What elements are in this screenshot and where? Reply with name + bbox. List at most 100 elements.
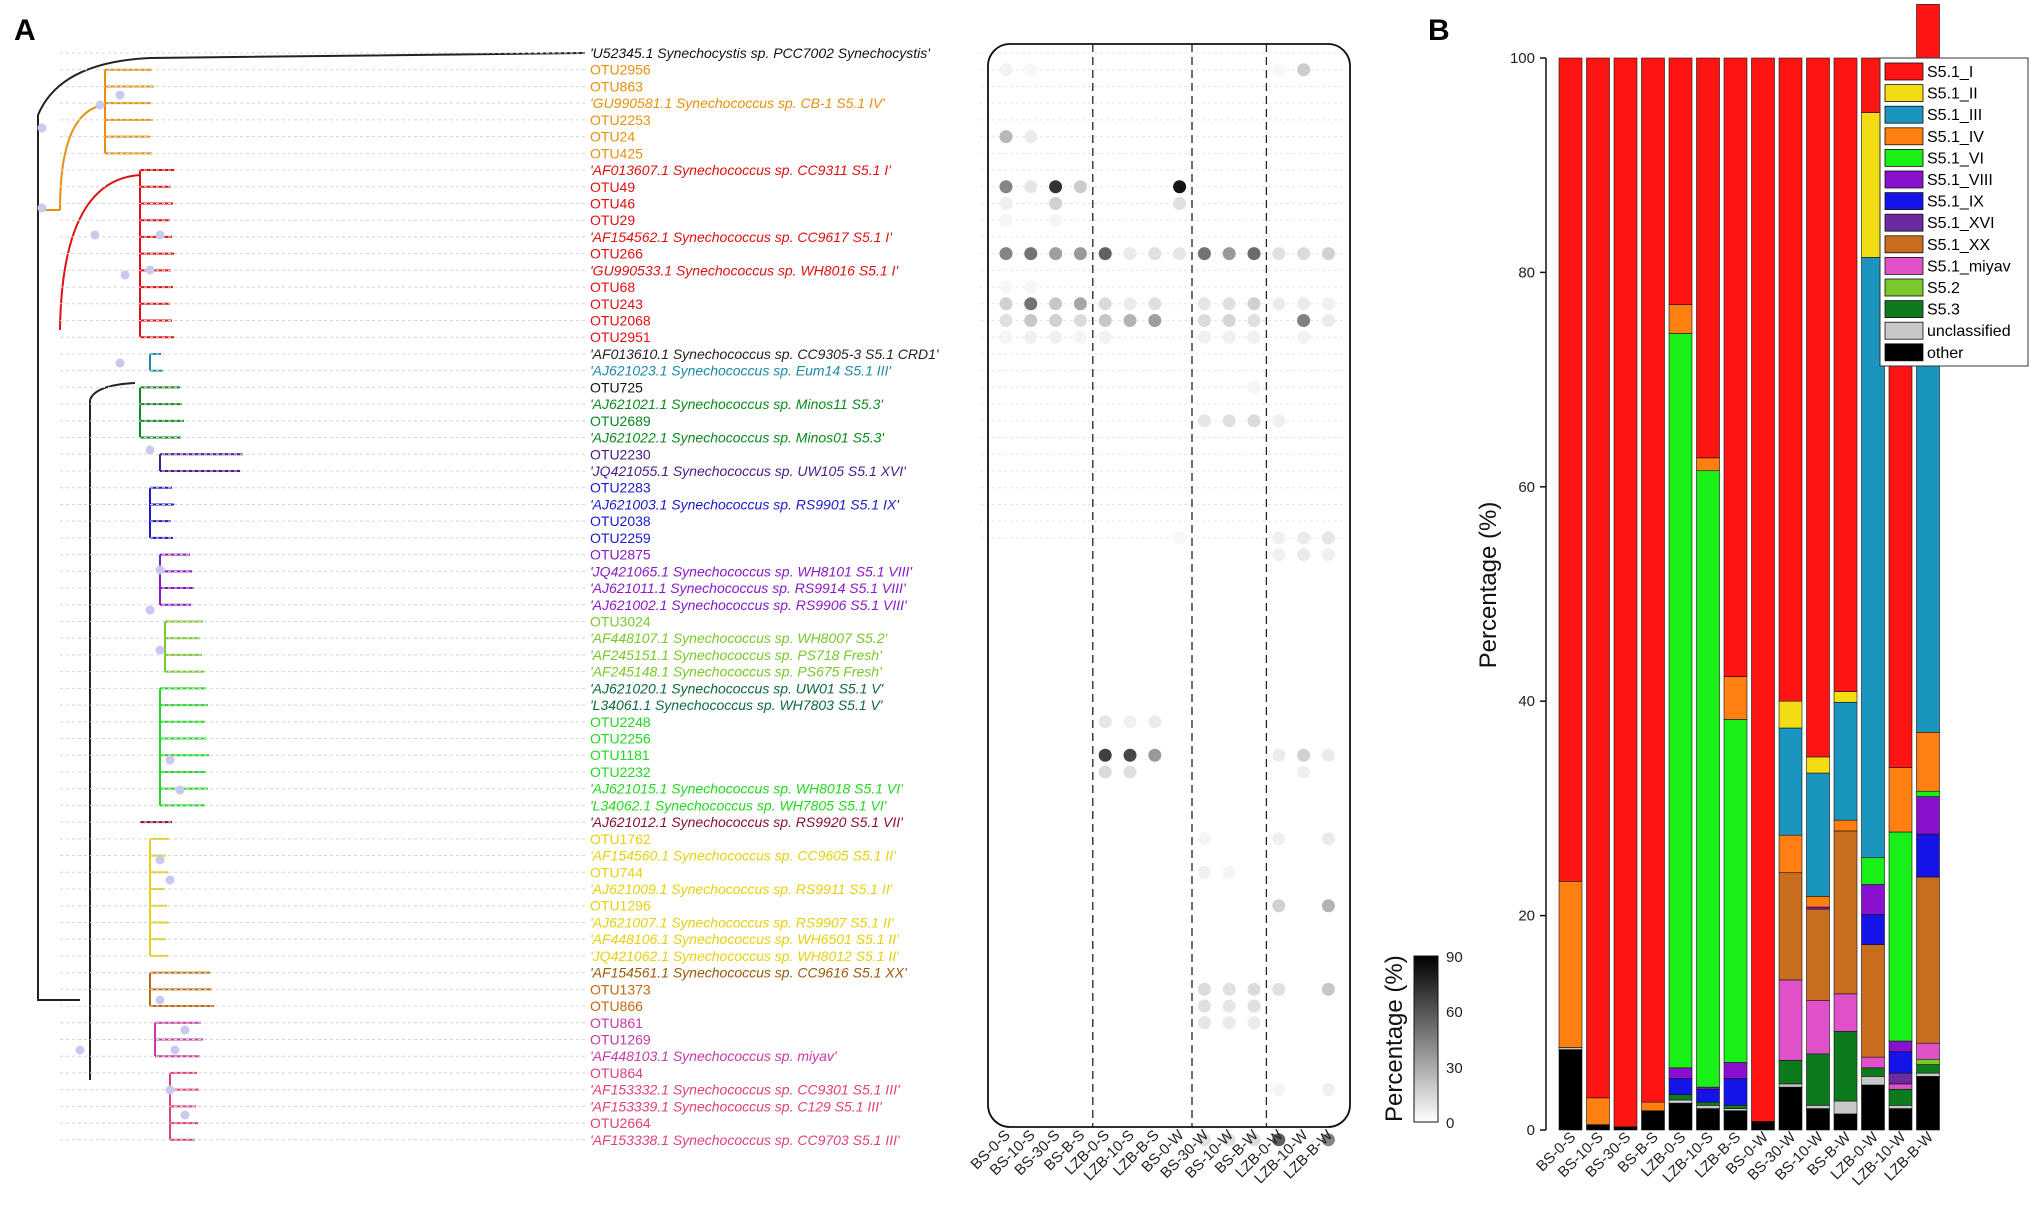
heatmap-cell (999, 314, 1013, 328)
leaf-label: 'AF153338.1 Synechococcus sp. CC9703 S5.… (590, 1132, 901, 1148)
heatmap-cell (1321, 531, 1335, 545)
heatmap-cell (1098, 297, 1112, 311)
bar-segment-S5.1_I (1613, 57, 1638, 1128)
tree-node (95, 100, 105, 110)
bar-segment-S5.1_III (1833, 701, 1858, 821)
heatmap-cell (1272, 832, 1286, 846)
bar-segment-S5.1_miyav (1888, 1083, 1913, 1090)
heatmap-cell (1073, 314, 1087, 328)
heatmap-cell (1222, 314, 1236, 328)
bar-segment-S5.1_IV (1641, 1101, 1665, 1112)
leaf-label: OTU2230 (590, 446, 651, 462)
heatmap-cells (999, 63, 1335, 1147)
bar-segment-other (1723, 1110, 1748, 1131)
leaf-label: OTU68 (590, 279, 635, 295)
heatmap-cell (1297, 765, 1311, 779)
bar-segment-S5.1_IX (1668, 1078, 1693, 1095)
tree-branch (37, 300, 80, 1001)
heatmap-cell (1098, 330, 1112, 344)
bar-segment-S5.1_XX (1833, 830, 1858, 995)
leaf-label: 'JQ421062.1 Synechococcus sp. WH8012 S5.… (590, 948, 900, 964)
bar-segment-S5.3 (1668, 1094, 1693, 1101)
leaf-label: OTU861 (590, 1015, 643, 1031)
heatmap-cell (1321, 247, 1335, 261)
heatmap-legend-title: Percentage (%) (1381, 955, 1408, 1122)
heatmap-cell (1148, 297, 1162, 311)
legend-label-S5.3: S5.3 (1927, 302, 1960, 319)
heatmap-cell (1173, 247, 1187, 261)
bar-segment-other (1806, 1108, 1830, 1131)
heatmap-legend-tick-60: 60 (1446, 1004, 1463, 1021)
bar-segment-S5.1_III (1778, 727, 1803, 836)
heatmap-cell (1123, 748, 1137, 762)
heatmap-cell (1297, 548, 1311, 562)
heatmap-cell (1197, 414, 1211, 428)
bar-segment-S5.3 (1696, 1101, 1720, 1106)
bar-segment-S5.1_XX (1916, 876, 1940, 1044)
bar-y-tick-label: 60 (1518, 479, 1535, 496)
leaf-label: OTU24 (590, 129, 635, 145)
legend-swatch-S5.2 (1884, 278, 1924, 297)
stacked-bar-chart: Percentage (%) 0 20 40 60 80 100 BS-0-SBS-10-… (1475, 4, 2029, 1189)
bar-segment-S5.1_miyav (1916, 1042, 1940, 1060)
heatmap-cell (1049, 297, 1063, 311)
leaf-label: OTU2068 (590, 313, 651, 329)
leaf-label: 'AJ621022.1 Synechococcus sp. Minos01 S5… (590, 430, 885, 446)
legend-label-S5.1_III: S5.1_III (1927, 107, 1982, 124)
bar-y-tick-label: 20 (1518, 908, 1535, 925)
leaf-label: OTU744 (590, 864, 643, 880)
heatmap-cell (1024, 330, 1038, 344)
heatmap-cell (1098, 765, 1112, 779)
leaf-label: OTU2283 (590, 480, 651, 496)
leaf-label: 'AJ621020.1 Synechococcus sp. UW01 S5.1 … (590, 680, 885, 696)
bar-segment-S5.1_VI (1888, 831, 1913, 1042)
legend-swatch-S5.1_IV (1884, 127, 1924, 146)
leaf-label: 'AJ621015.1 Synechococcus sp. WH8018 S5.… (590, 781, 904, 797)
tree-node (115, 358, 125, 368)
bar-segment-S5.1_II (1778, 700, 1803, 729)
heatmap-cell (1197, 314, 1211, 328)
bar-segment-S5.1_VIII (1861, 884, 1885, 915)
bar-segment-unclassified (1806, 1105, 1830, 1109)
legend-label-S5.1_miyav: S5.1_miyav (1927, 258, 2011, 275)
tree-node (75, 1045, 85, 1055)
heatmap-cell (1148, 247, 1162, 261)
heatmap-cell (1247, 380, 1261, 394)
heatmap-cell (1173, 180, 1187, 194)
leaf-label: OTU2038 (590, 513, 651, 529)
bar-segment-S5.3 (1888, 1088, 1913, 1106)
legend-swatch-S5.1_VIII (1884, 170, 1924, 189)
heatmap-cell (1247, 330, 1261, 344)
bar-legend: S5.1_I S5.1_II S5.1_III S5.1_IV S5.1_VI S5.1_… (1879, 57, 2029, 367)
bar-segment-S5.3 (1723, 1105, 1748, 1109)
leaf-label: OTU864 (590, 1065, 643, 1081)
heatmap-cell (999, 196, 1013, 210)
tree-branch (59, 104, 106, 211)
legend-label-S5.1_I: S5.1_I (1927, 64, 1973, 81)
leaf-label: OTU1269 (590, 1031, 651, 1047)
tree-node (180, 1025, 190, 1035)
heatmap-cell (999, 63, 1013, 77)
heatmap-cell (1321, 314, 1335, 328)
tree-node (120, 270, 130, 280)
heatmap-cell (1024, 180, 1038, 194)
bar-y-tick-label: 80 (1518, 264, 1535, 281)
legend-label-other: other (1927, 345, 1964, 362)
legend-swatch-S5.1_IX (1884, 192, 1924, 211)
bar-segment-S5.1_I (1778, 57, 1803, 702)
heatmap-legend-tick-0: 0 (1446, 1115, 1454, 1132)
tree-node (37, 123, 47, 133)
tree-node (145, 445, 155, 455)
legend-label-S5.2: S5.2 (1927, 280, 1960, 297)
leaf-label: 'AF448103.1 Synechococcus sp. miyav' (590, 1048, 838, 1064)
leaf-label: OTU2951 (590, 329, 651, 345)
bar-segment-other (1916, 1076, 1940, 1131)
heatmap-cell (1049, 330, 1063, 344)
heatmap-cell (1222, 330, 1236, 344)
bar-segment-S5.1_VI (1723, 719, 1748, 1063)
bar-y-tick-label: 0 (1527, 1122, 1535, 1139)
leaf-label: 'L34062.1 Synechococcus sp. WH7805 S5.1 … (590, 797, 888, 813)
bar-segment-S5.1_I (1641, 57, 1665, 1103)
legend-swatch-S5.1_III (1884, 105, 1924, 124)
